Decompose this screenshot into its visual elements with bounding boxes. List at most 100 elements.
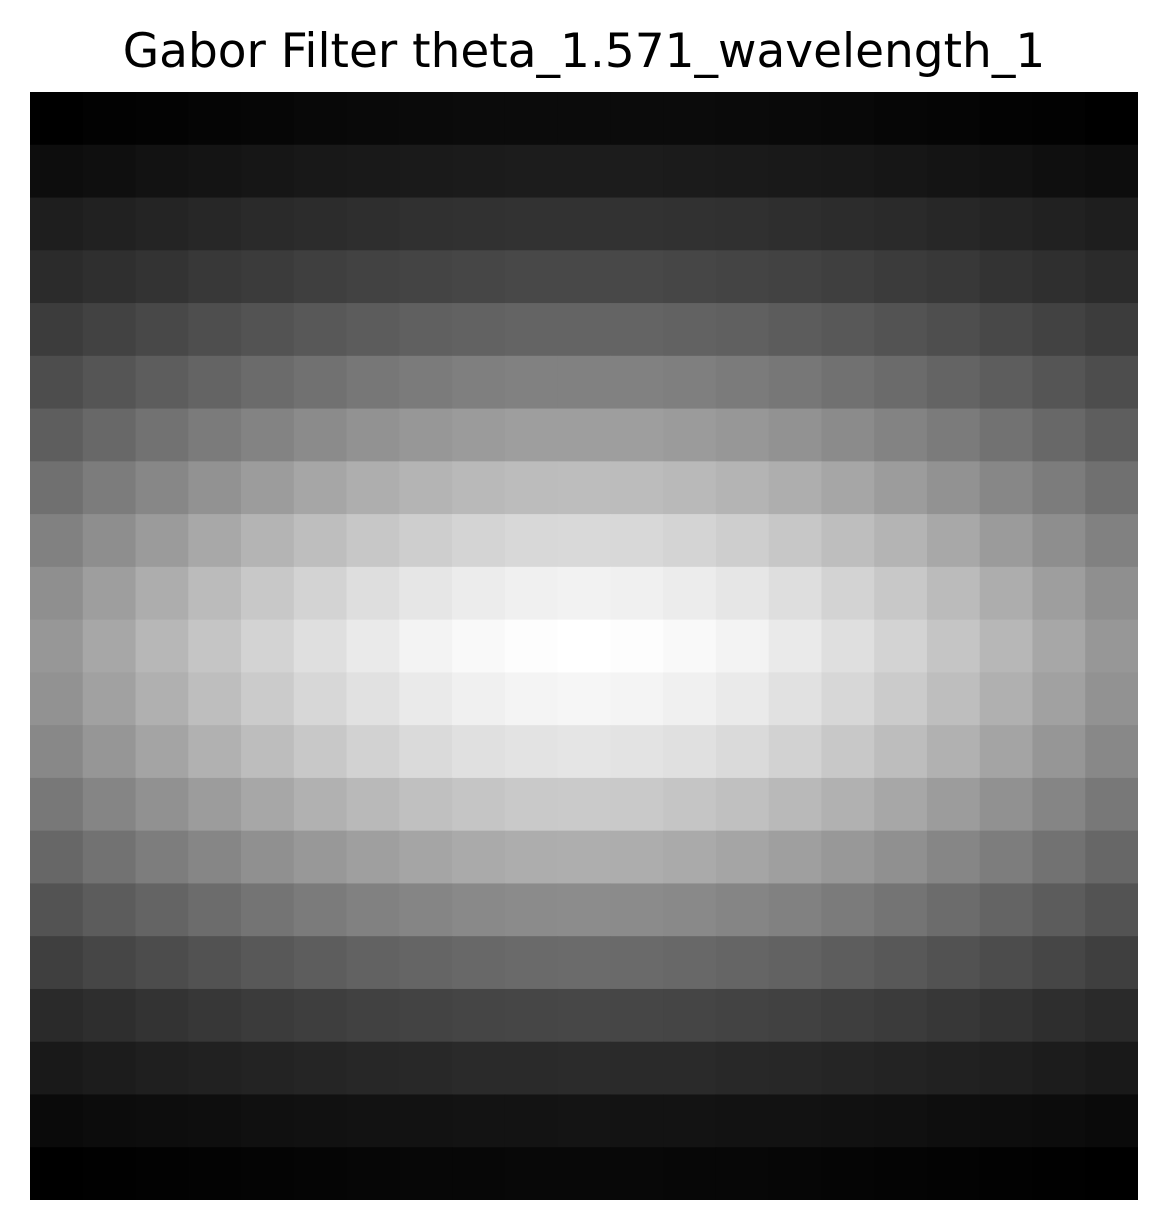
heatmap-cell-r15-c6 [346,883,400,937]
heatmap-cell-r12-c13 [715,725,770,779]
heatmap-cell-r0-c9 [504,92,559,146]
heatmap-cell-r5-c16 [874,355,928,410]
heatmap-cell-r7-c3 [188,461,242,515]
heatmap-cell-r4-c12 [663,303,717,357]
heatmap-cell-r12-c4 [241,725,295,779]
heatmap-cell-r8-c2 [135,514,189,568]
heatmap-cell-r7-c12 [663,461,717,515]
heatmap-cell-r2-c16 [874,197,928,251]
heatmap-cell-r1-c3 [188,144,242,199]
heatmap-cell-r0-c10 [557,92,611,146]
heatmap-cell-r18-c5 [293,1041,348,1096]
heatmap-cell-r2-c2 [135,197,189,251]
heatmap-cell-r10-c9 [504,619,559,673]
heatmap-cell-r20-c6 [346,1147,400,1200]
heatmap-plot [30,92,1138,1200]
heatmap-cell-r20-c13 [715,1147,770,1200]
heatmap-cell-r11-c12 [663,672,717,726]
heatmap-cell-r16-c7 [399,936,453,990]
heatmap-cell-r17-c7 [399,988,453,1043]
heatmap-cell-r1-c7 [399,144,453,199]
heatmap-cell-r4-c3 [188,303,242,357]
heatmap-cell-r10-c18 [979,619,1034,673]
heatmap-cell-r13-c7 [399,777,453,832]
heatmap-cell-r7-c5 [293,461,348,515]
heatmap-cell-r3-c8 [452,250,506,304]
heatmap-cell-r7-c6 [346,461,400,515]
heatmap-cell-r17-c9 [504,988,559,1043]
heatmap-cell-r15-c19 [1032,883,1086,937]
heatmap-cell-r2-c6 [346,197,400,251]
heatmap-cell-r19-c16 [874,1094,928,1148]
heatmap-cell-r7-c11 [610,461,664,515]
heatmap-cell-r15-c3 [188,883,242,937]
heatmap-cell-r5-c8 [452,355,506,410]
heatmap-cell-r18-c12 [663,1041,717,1096]
heatmap-cell-r12-c7 [399,725,453,779]
heatmap-cell-r11-c6 [346,672,400,726]
heatmap-cell-r18-c10 [557,1041,611,1096]
heatmap-cell-r6-c0 [30,408,84,462]
heatmap-cell-r9-c10 [557,566,611,621]
heatmap-cell-r2-c14 [768,197,823,251]
heatmap-cell-r6-c11 [610,408,664,462]
heatmap-cell-r0-c15 [821,92,875,146]
heatmap-cell-r3-c0 [30,250,84,304]
heatmap-cell-r16-c17 [926,936,981,990]
heatmap-cell-r12-c17 [926,725,981,779]
heatmap-cell-r17-c10 [557,988,611,1043]
heatmap-cell-r5-c4 [241,355,295,410]
heatmap-cell-r8-c5 [293,514,348,568]
heatmap-cell-r1-c8 [452,144,506,199]
heatmap-cell-r17-c2 [135,988,189,1043]
heatmap-cell-r3-c10 [557,250,611,304]
heatmap-cell-r13-c20 [1085,777,1138,832]
heatmap-cell-r4-c0 [30,303,84,357]
heatmap-cell-r8-c7 [399,514,453,568]
heatmap-cell-r14-c7 [399,830,453,885]
heatmap-cell-r11-c15 [821,672,875,726]
heatmap-cell-r13-c15 [821,777,875,832]
heatmap-cell-r20-c11 [610,1147,664,1200]
heatmap-cell-r6-c18 [979,408,1034,462]
heatmap-cell-r8-c4 [241,514,295,568]
heatmap-cell-r6-c15 [821,408,875,462]
heatmap-cell-r20-c19 [1032,1147,1086,1200]
heatmap-cell-r17-c8 [452,988,506,1043]
heatmap-cell-r19-c4 [241,1094,295,1148]
heatmap-cell-r11-c20 [1085,672,1138,726]
heatmap-cell-r12-c12 [663,725,717,779]
heatmap-cell-r9-c20 [1085,566,1138,621]
heatmap-cell-r6-c14 [768,408,823,462]
heatmap-cell-r20-c16 [874,1147,928,1200]
heatmap-cell-r9-c6 [346,566,400,621]
heatmap-cell-r12-c16 [874,725,928,779]
heatmap-cell-r9-c4 [241,566,295,621]
heatmap-cell-r16-c18 [979,936,1034,990]
heatmap-cell-r1-c0 [30,144,84,199]
heatmap-cell-r12-c3 [188,725,242,779]
heatmap-cell-r4-c2 [135,303,189,357]
heatmap-cell-r20-c1 [82,1147,137,1200]
heatmap-cell-r8-c8 [452,514,506,568]
heatmap-cell-r17-c6 [346,988,400,1043]
heatmap-cell-r10-c1 [82,619,137,673]
heatmap-cell-r8-c1 [82,514,137,568]
heatmap-cell-r8-c9 [504,514,559,568]
heatmap-cell-r20-c7 [399,1147,453,1200]
heatmap-cell-r9-c18 [979,566,1034,621]
heatmap-cell-r7-c9 [504,461,559,515]
heatmap-cell-r20-c18 [979,1147,1034,1200]
heatmap-cell-r2-c15 [821,197,875,251]
heatmap-cell-r1-c20 [1085,144,1138,199]
heatmap-cell-r5-c18 [979,355,1034,410]
heatmap-cell-r18-c9 [504,1041,559,1096]
heatmap-cell-r10-c14 [768,619,823,673]
heatmap-cell-r6-c3 [188,408,242,462]
heatmap-cell-r1-c16 [874,144,928,199]
heatmap-cell-r14-c15 [821,830,875,885]
heatmap-cell-r2-c1 [82,197,137,251]
heatmap-cell-r5-c3 [188,355,242,410]
heatmap-cell-r17-c0 [30,988,84,1043]
heatmap-cell-r12-c2 [135,725,189,779]
